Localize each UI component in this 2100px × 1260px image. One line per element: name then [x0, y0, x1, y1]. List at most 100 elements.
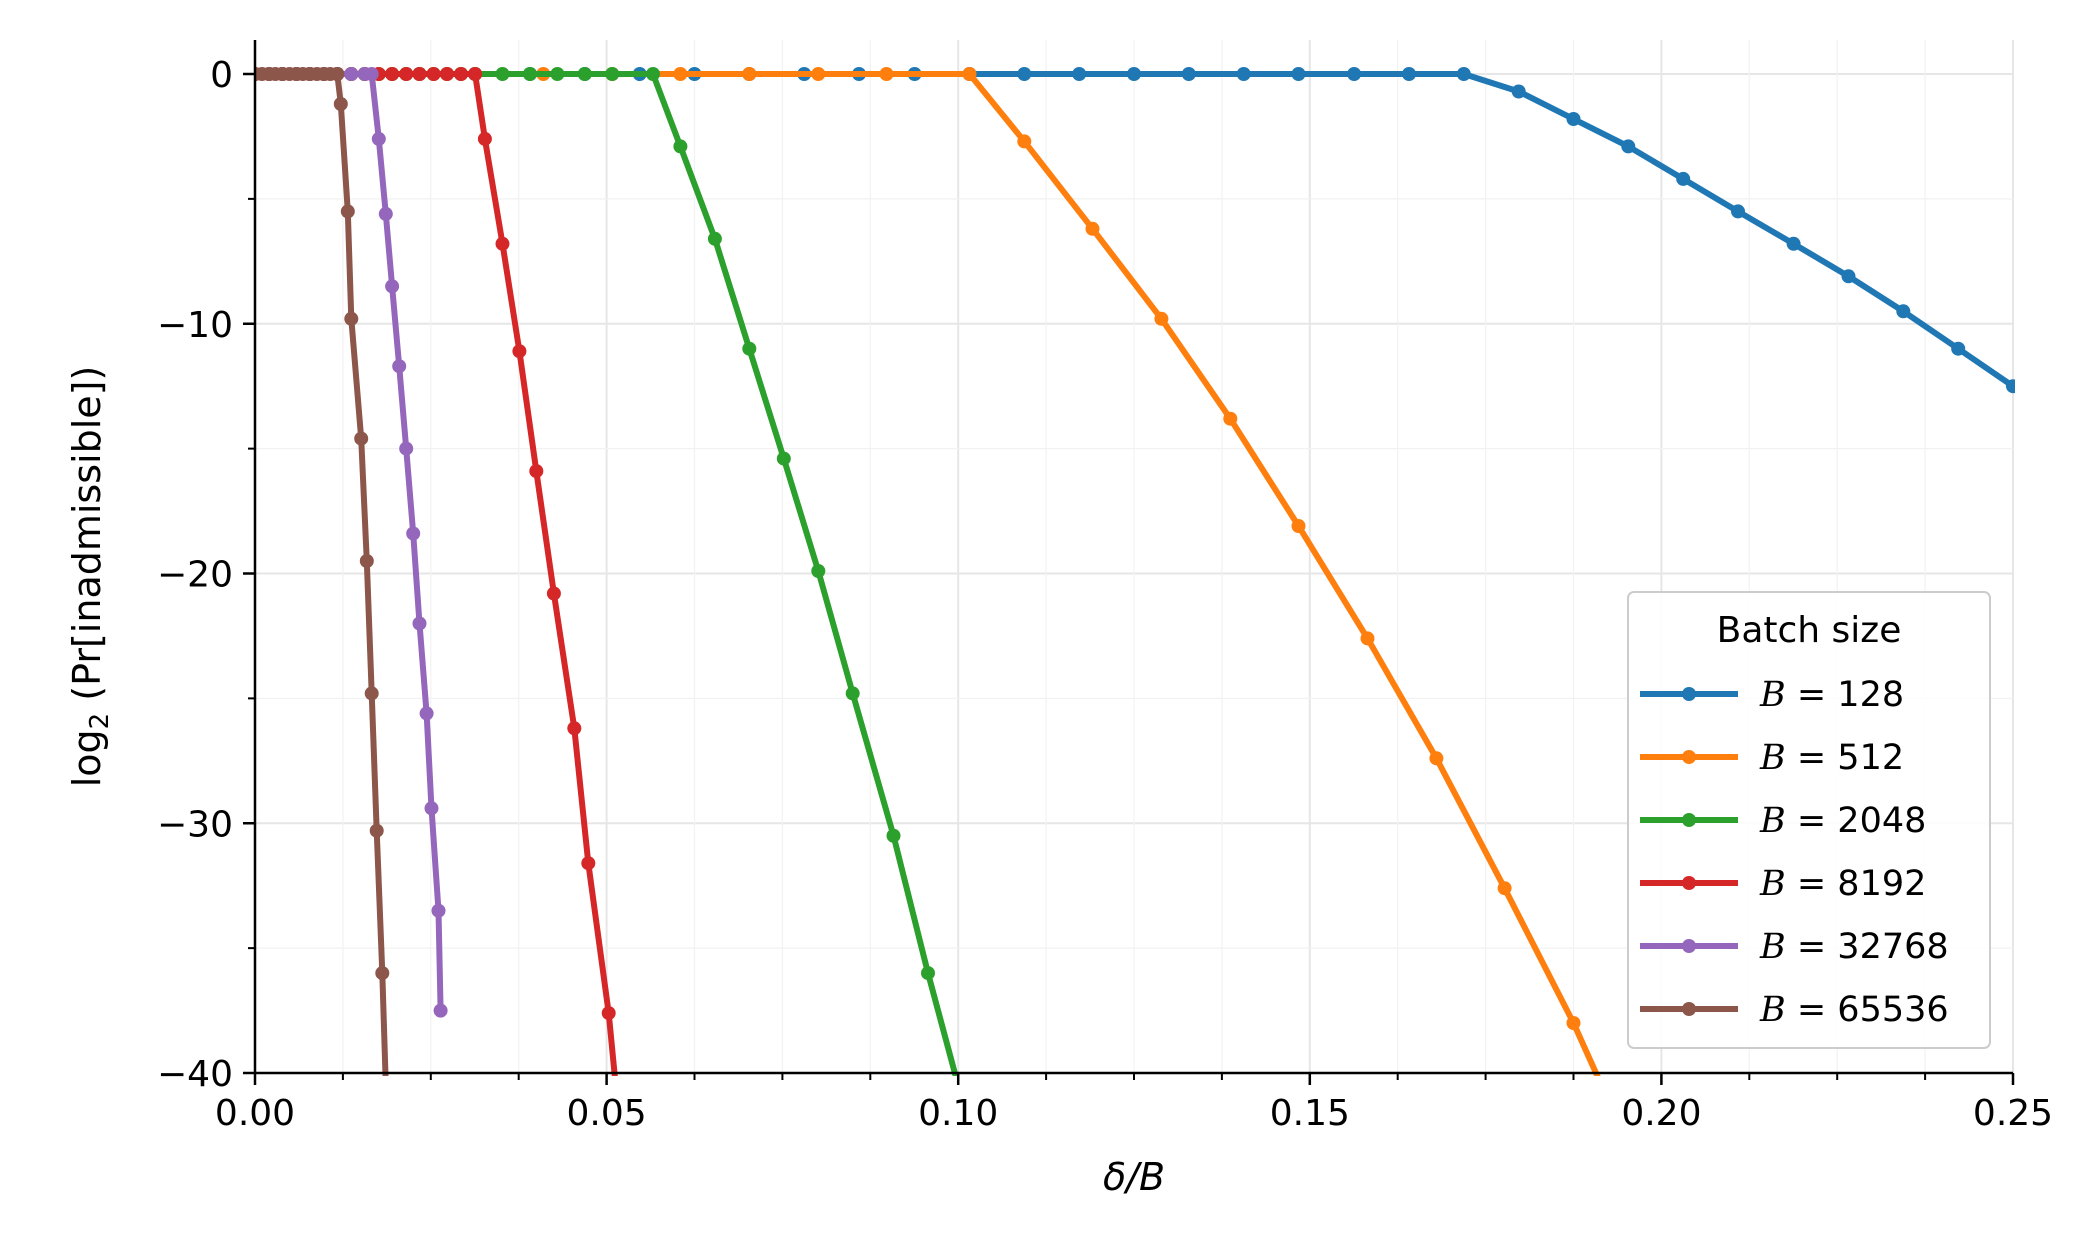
series-5-point-15 [344, 311, 359, 326]
series-5-point-19 [369, 823, 384, 838]
y-ticks: 0 −10 −20 −30 −40 [157, 55, 255, 1095]
legend-label-5: B = 65536 [1759, 990, 1949, 1030]
series-2-point-24 [707, 231, 722, 246]
series-2-point-29 [886, 828, 901, 843]
series-4-point-11 [378, 206, 393, 221]
y-axis-label-rest: (Pr[inadmissible]) [65, 366, 109, 713]
series-2-point-28 [845, 686, 860, 701]
x-ticks: 0.00 0.05 0.10 0.15 0.20 0.25 [215, 1073, 2053, 1134]
series-4-point-9 [364, 67, 379, 81]
series-0-point-26 [1676, 171, 1691, 186]
series-5-point-20 [375, 966, 390, 981]
series-1-point-23 [962, 67, 977, 81]
series-1-point-31 [1497, 881, 1512, 896]
series-2-point-22 [646, 67, 660, 81]
series-1-point-25 [1085, 221, 1100, 236]
series-0-point-21 [1402, 67, 1416, 81]
series-line-1 [255, 71, 1601, 1076]
series-0-point-29 [1841, 269, 1856, 284]
legend-label-value-4: = 32768 [1786, 927, 1949, 967]
series-3-point-21 [546, 586, 561, 601]
series-0-point-22 [1456, 67, 1471, 81]
legend-marker-0 [1682, 687, 1696, 701]
series-1-point-26 [1154, 311, 1169, 326]
legend-marker-1 [1682, 750, 1696, 764]
y-tick-label-2: −20 [157, 555, 233, 596]
legend-marker-3 [1682, 876, 1696, 890]
series-3-point-20 [529, 464, 544, 479]
series-1-point-24 [1017, 134, 1032, 149]
series-0-point-28 [1786, 236, 1801, 251]
legend-marker-2 [1682, 813, 1696, 827]
series-2-point-25 [742, 341, 757, 356]
series-0-point-19 [1291, 67, 1306, 81]
legend-label-1: B = 512 [1759, 738, 1904, 778]
x-tick-label-0: 0.00 [215, 1093, 295, 1134]
legend-box [1627, 591, 1991, 1049]
series-2-point-30 [921, 966, 935, 981]
series-3-point-23 [581, 856, 596, 871]
series-1-point-32 [1566, 1016, 1581, 1030]
series-0-point-32 [2006, 379, 2015, 394]
series-2-point-23 [673, 139, 688, 154]
series-0-point-24 [1566, 112, 1581, 126]
series-0-point-23 [1511, 84, 1526, 99]
series-0-point-16 [1127, 67, 1141, 81]
series-5-point-16 [354, 431, 369, 446]
series-5-point-12 [330, 67, 345, 81]
series-2-point-21 [605, 67, 620, 81]
legend-label-0: B = 128 [1759, 675, 1904, 715]
series-4-point-10 [371, 131, 386, 146]
legend-label-value-0: = 128 [1786, 675, 1904, 715]
series-0-point-30 [1896, 304, 1911, 319]
series-4-point-14 [399, 441, 414, 456]
legend-title: Batch size [1717, 610, 1902, 651]
x-axis-label: δ/B [1103, 1155, 1165, 1199]
legend-label-var-2: B [1759, 801, 1786, 841]
series-4-point-19 [431, 903, 446, 918]
series-3-point-18 [495, 236, 510, 251]
y-tick-label-1: −10 [157, 305, 233, 346]
series-3-point-11 [399, 67, 414, 81]
legend-label-2: B = 2048 [1759, 801, 1926, 841]
series-line-5 [255, 71, 389, 1076]
series-5-point-14 [340, 204, 355, 219]
series-3-point-19 [512, 344, 527, 359]
series-3-point-14 [440, 67, 454, 81]
series-3-point-13 [426, 67, 441, 81]
series-2-point-27 [811, 564, 826, 578]
series-5-point-17 [359, 554, 374, 568]
series-4-point-16 [412, 616, 427, 631]
legend-label-value-2: = 2048 [1786, 801, 1927, 841]
series-2-point-17 [495, 67, 510, 81]
series-2-point-19 [550, 67, 565, 81]
legend-label-var-5: B [1759, 990, 1786, 1030]
series-4-point-20 [433, 1003, 448, 1018]
x-tick-label-2: 0.10 [918, 1093, 998, 1134]
series-0-point-15 [1072, 67, 1087, 81]
legend-label-value-3: = 8192 [1786, 864, 1927, 904]
series-1-point-21 [811, 67, 826, 81]
legend-marker-4 [1682, 939, 1696, 953]
series-3-point-10 [385, 67, 400, 81]
x-tick-label-1: 0.05 [567, 1093, 647, 1134]
series-1-point-28 [1291, 519, 1306, 533]
series-4-point-13 [392, 359, 407, 374]
series-1-point-29 [1360, 631, 1375, 646]
series-2-point-26 [776, 451, 791, 466]
series-0-point-27 [1731, 204, 1745, 219]
y-tick-label-0: 0 [210, 55, 233, 96]
series-4-point-17 [419, 706, 434, 721]
legend-label-var-1: B [1759, 738, 1786, 778]
series-3-point-15 [454, 67, 468, 81]
legend-label-var-3: B [1759, 864, 1786, 904]
plot-area [255, 67, 2015, 1076]
series-1-point-20 [742, 67, 757, 81]
y-axis-label-main: log [65, 729, 109, 787]
x-tick-label-4: 0.20 [1621, 1093, 1701, 1134]
series-3-point-22 [567, 721, 582, 736]
series-1-point-27 [1223, 411, 1238, 426]
y-tick-label-4: −40 [157, 1054, 233, 1095]
